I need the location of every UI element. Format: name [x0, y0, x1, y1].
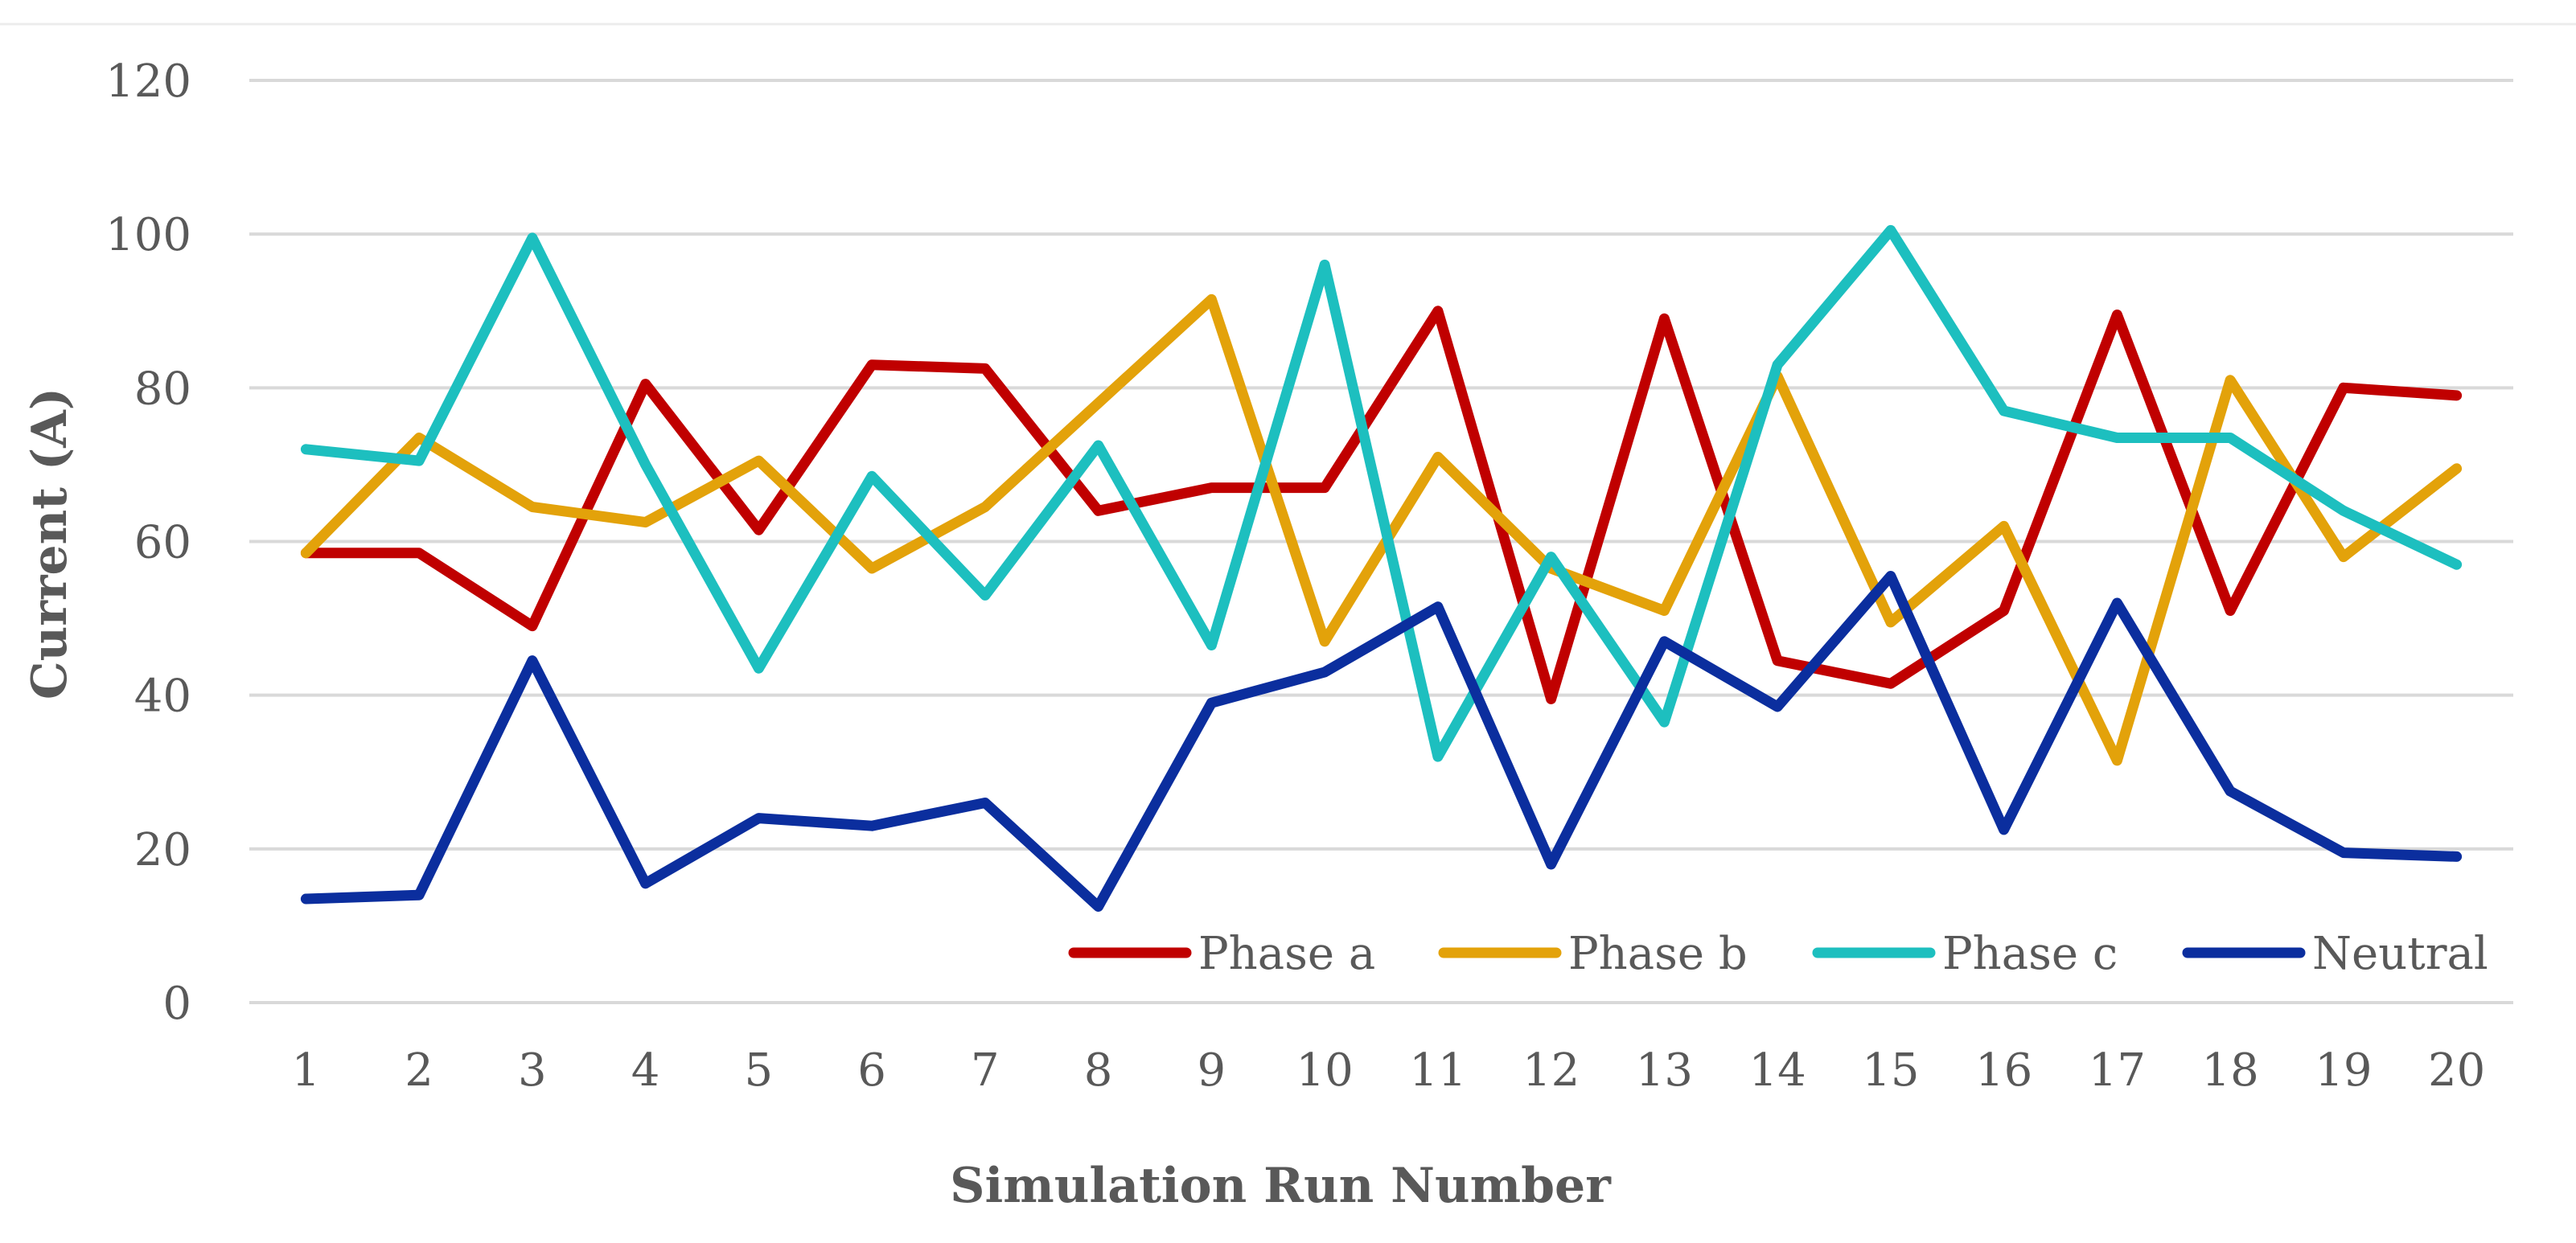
- x-tick-label: 9: [1198, 1044, 1226, 1097]
- series-line-phase-c: [300, 224, 2463, 762]
- x-tick-label: 19: [2315, 1044, 2372, 1097]
- x-axis-ticks: 1 2 3 4 5 6 7 8 9 10 11 12 13 14 15 16 17 18 19 20: [292, 1044, 2486, 1097]
- x-tick-label: 12: [1522, 1044, 1580, 1097]
- x-tick-label: 1: [292, 1044, 321, 1097]
- y-axis-ticks: 0 20 40 60 80 100 120: [105, 55, 191, 1030]
- series-line-neutral: [300, 571, 2463, 912]
- x-tick-label: 15: [1862, 1044, 1919, 1097]
- y-axis-title: Current (A): [22, 388, 78, 699]
- x-axis-title: Simulation Run Number: [950, 1158, 1612, 1214]
- x-tick-label: 10: [1296, 1044, 1353, 1097]
- x-tick-label: 6: [857, 1044, 886, 1097]
- y-tick-label: 80: [134, 363, 191, 415]
- y-tick-label: 20: [134, 824, 191, 876]
- series-lines: [300, 224, 2463, 912]
- series-line-phase-a: [300, 306, 2463, 704]
- series-line-phase-b: [300, 293, 2463, 766]
- x-tick-label: 14: [1748, 1044, 1806, 1097]
- x-tick-label: 3: [518, 1044, 547, 1097]
- x-tick-label: 5: [745, 1044, 774, 1097]
- x-tick-label: 4: [631, 1044, 660, 1097]
- x-tick-label: 11: [1409, 1044, 1466, 1097]
- x-tick-label: 13: [1636, 1044, 1693, 1097]
- y-tick-label: 40: [134, 671, 191, 723]
- y-tick-label: 60: [134, 517, 191, 569]
- legend-label-phase-b: Phase b: [1568, 928, 1748, 980]
- legend-label-phase-a: Phase a: [1198, 928, 1375, 980]
- x-tick-label: 8: [1084, 1044, 1113, 1097]
- y-tick-label: 0: [162, 978, 191, 1030]
- x-tick-label: 7: [971, 1044, 1000, 1097]
- x-tick-label: 18: [2201, 1044, 2258, 1097]
- y-tick-label: 120: [105, 55, 191, 108]
- x-tick-label: 20: [2428, 1044, 2485, 1097]
- x-tick-label: 16: [1975, 1044, 2032, 1097]
- legend: Phase a Phase b Phase c Neutral: [1068, 928, 2488, 980]
- legend-label-phase-c: Phase c: [1942, 928, 2118, 980]
- x-tick-label: 2: [405, 1044, 433, 1097]
- legend-label-neutral: Neutral: [2312, 928, 2488, 980]
- x-tick-label: 17: [2089, 1044, 2146, 1097]
- y-tick-label: 100: [105, 209, 191, 261]
